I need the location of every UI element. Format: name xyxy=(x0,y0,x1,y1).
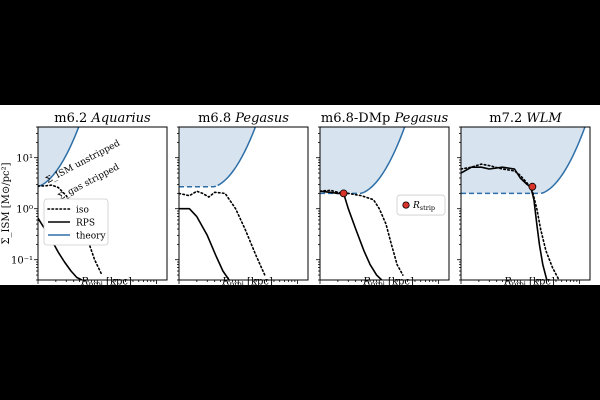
r-strip-marker xyxy=(339,189,348,198)
series-iso-line xyxy=(179,190,266,276)
series-rps-line xyxy=(179,207,230,280)
theory-threshold-line xyxy=(544,127,586,193)
panel-title-galaxy: Aquarius xyxy=(90,111,151,126)
x-label-subscript: proj xyxy=(371,281,385,286)
x-axis-label: Rproj [kpc] xyxy=(503,277,555,286)
legend-box xyxy=(396,194,446,216)
panel-title-prefix: m6.2 xyxy=(54,111,91,126)
bottom-letterbox xyxy=(0,285,600,400)
plot-area xyxy=(461,127,586,280)
panel-title-galaxy: WLM xyxy=(526,111,562,126)
unstripped-region xyxy=(461,127,585,194)
y-tick-label: 10⁰ xyxy=(16,205,33,216)
x-label-subscript: proj xyxy=(89,281,103,286)
panel-title-prefix: m7.2 xyxy=(489,111,526,126)
axes-frame xyxy=(37,126,168,281)
theory-threshold-dashed-line xyxy=(179,184,219,188)
x-label-symbol: R xyxy=(80,277,89,286)
theory-threshold-dashed-line xyxy=(320,192,364,195)
x-label-unit: [kpc] xyxy=(244,277,273,286)
unstripped-region xyxy=(179,127,256,187)
legend-r-symbol: R xyxy=(412,201,420,211)
plot-area xyxy=(320,127,406,280)
series-iso-line xyxy=(461,163,560,280)
x-label-unit: [kpc] xyxy=(385,277,414,286)
theory-threshold-dashed-line xyxy=(461,191,546,195)
panel-title: m6.2 Aquarius xyxy=(54,111,151,126)
y-tick-label: 10⁻¹ xyxy=(11,256,33,267)
x-label-unit: [kpc] xyxy=(103,277,132,286)
legend-box xyxy=(43,198,109,246)
theory-threshold-line xyxy=(362,127,406,194)
series-rps-line xyxy=(320,190,383,280)
x-label-subscript: proj xyxy=(512,281,526,286)
legend-label-RPS: RPS xyxy=(76,218,95,228)
panel-title: m7.2 WLM xyxy=(489,111,562,126)
r-strip-marker xyxy=(528,182,537,191)
top-letterbox xyxy=(0,0,600,105)
axes-frame xyxy=(319,126,450,281)
series-iso-line xyxy=(38,184,103,276)
unstripped-region xyxy=(38,127,79,187)
panel-title: m6.8-DMp Pegasus xyxy=(321,111,449,126)
x-axis-label: Rproj [kpc] xyxy=(221,277,273,286)
theory-threshold-line xyxy=(39,127,80,187)
y-tick-label: 10¹ xyxy=(16,154,33,165)
legend-label-r-strip: Rstrip xyxy=(412,201,435,212)
axes-frame xyxy=(460,126,591,281)
panel-title: m6.8 Pegasus xyxy=(198,111,289,126)
x-label-unit: [kpc] xyxy=(526,277,555,286)
legend-r-subscript: strip xyxy=(420,204,435,212)
panel-title-galaxy: Pegasus xyxy=(393,111,448,126)
x-label-subscript: proj xyxy=(230,281,244,286)
plot-area xyxy=(179,127,266,280)
x-label-symbol: R xyxy=(503,277,512,286)
panel-title-prefix: m6.8-DMp xyxy=(321,111,395,126)
x-axis-label: Rproj [kpc] xyxy=(362,277,414,286)
axes-frame xyxy=(178,126,309,281)
series-rps-line xyxy=(461,166,548,280)
plot-area xyxy=(38,127,103,280)
legend-label-theory: theory xyxy=(76,231,106,241)
unstripped-region xyxy=(320,127,405,194)
legend-marker-r-strip xyxy=(402,201,410,209)
x-label-symbol: R xyxy=(221,277,230,286)
series-iso-line xyxy=(320,189,404,276)
theory-threshold-line xyxy=(217,127,257,187)
legend-label-iso: iso xyxy=(76,205,89,215)
panel-title-galaxy: Pegasus xyxy=(234,111,289,126)
y-axis-label: Σ_ISM [M⊙/pc²] xyxy=(1,162,12,244)
x-axis-label: Rproj [kpc] xyxy=(80,277,132,286)
x-label-symbol: R xyxy=(362,277,371,286)
panel-title-prefix: m6.8 xyxy=(198,111,235,126)
